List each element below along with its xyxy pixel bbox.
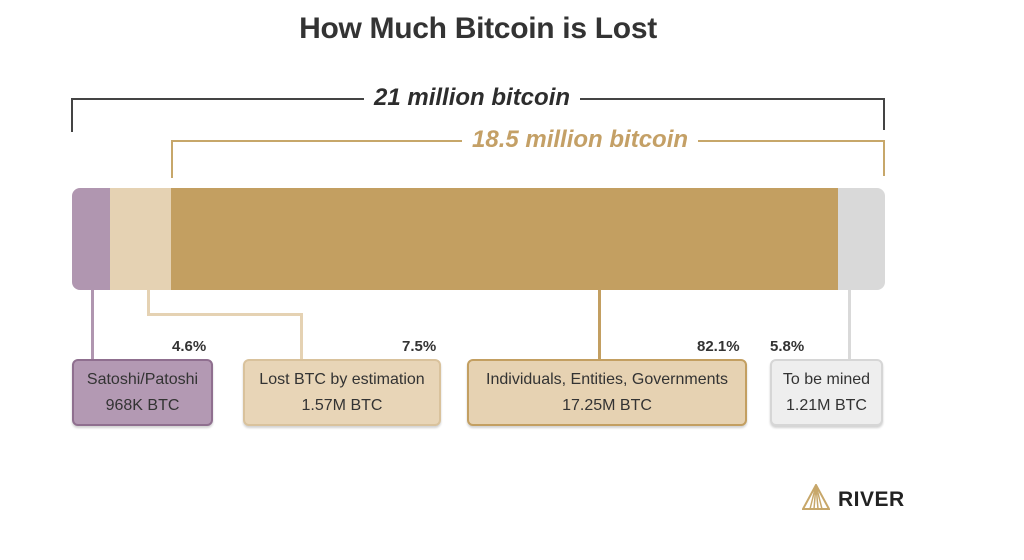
connector-to-be-mined	[848, 290, 851, 360]
connector-individuals	[598, 290, 601, 360]
segment-to-be-mined	[838, 188, 885, 290]
callout-satoshi: Satoshi/Patoshi 968K BTC	[72, 359, 213, 426]
percent-to-be-mined: 5.8%	[770, 338, 805, 355]
circulating-label: 18.5 million bitcoin	[462, 126, 699, 154]
segment-lost	[110, 188, 171, 290]
percent-lost: 7.5%	[402, 338, 437, 355]
connector-satoshi	[91, 290, 94, 360]
percent-satoshi: 4.6%	[172, 338, 207, 355]
river-logo-text: RIVER	[838, 487, 905, 511]
callout-lost: Lost BTC by estimation 1.57M BTC	[243, 359, 441, 426]
callout-to-be-mined-name: To be mined	[782, 371, 871, 388]
callout-individuals-amount: 17.25M BTC	[562, 397, 652, 414]
percent-individuals: 82.1%	[697, 338, 740, 355]
callout-to-be-mined-amount: 1.21M BTC	[786, 397, 867, 414]
callout-satoshi-amount: 968K BTC	[105, 397, 180, 414]
stacked-bar	[72, 188, 885, 290]
river-logo: RIVER	[801, 482, 905, 515]
callout-satoshi-name: Satoshi/Patoshi	[86, 371, 199, 388]
callout-individuals-name: Individuals, Entities, Governments	[486, 371, 728, 388]
river-mountain-icon	[801, 482, 831, 515]
total-supply-label: 21 million bitcoin	[364, 84, 581, 112]
segment-individuals	[171, 188, 838, 290]
callout-to-be-mined: To be mined 1.21M BTC	[770, 359, 883, 426]
callout-lost-amount: 1.57M BTC	[301, 397, 383, 414]
callout-lost-name: Lost BTC by estimation	[259, 371, 425, 388]
callout-individuals: Individuals, Entities, Governments 17.25…	[467, 359, 747, 426]
segment-satoshi	[72, 188, 110, 290]
chart-title: How Much Bitcoin is Lost	[299, 12, 657, 45]
